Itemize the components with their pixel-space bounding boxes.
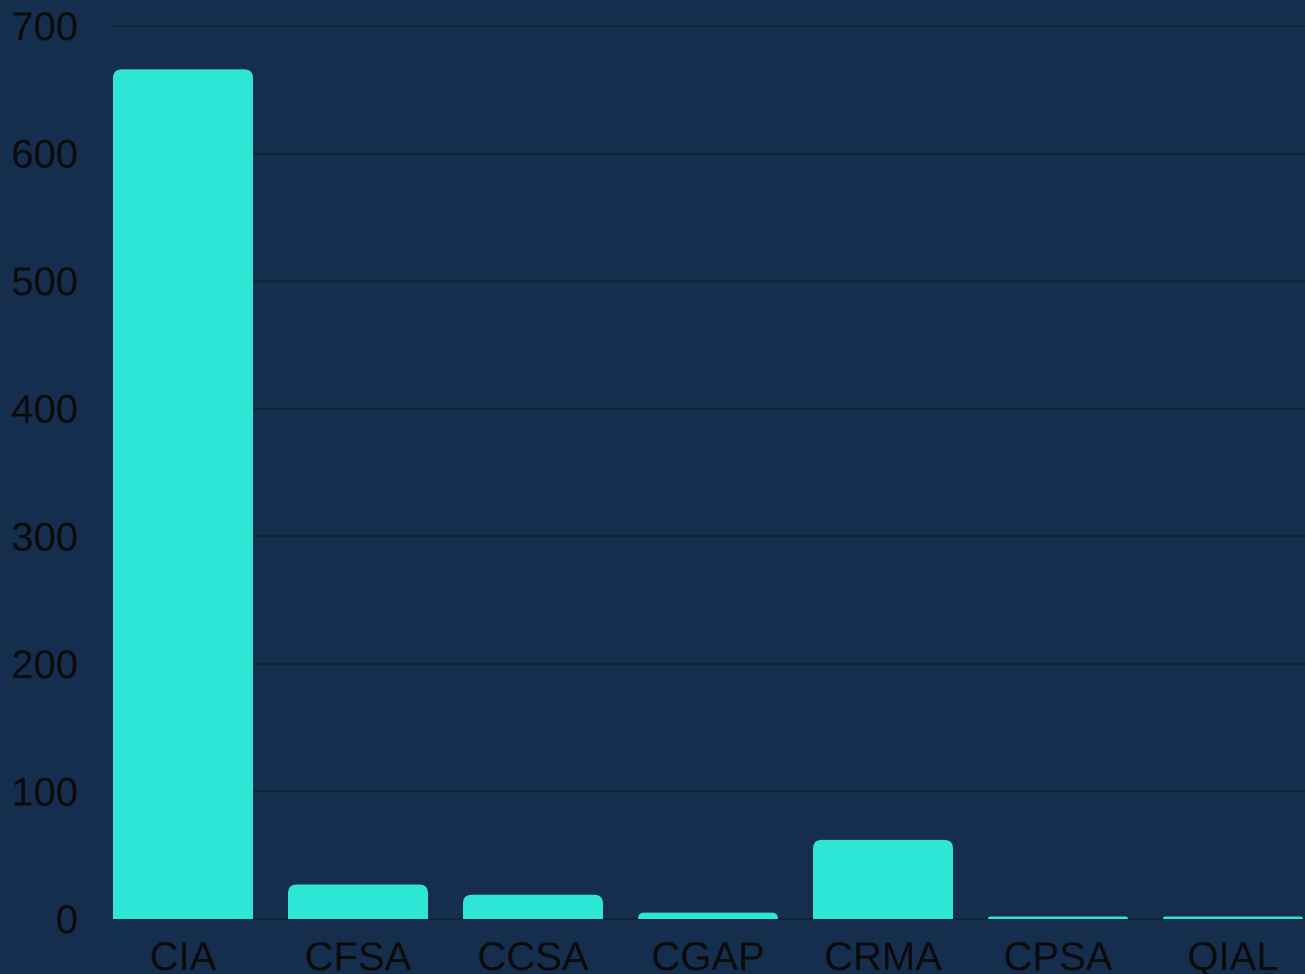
bar-crma bbox=[813, 839, 953, 919]
y-axis-tick-labels: 0 100 200 300 400 500 600 700 bbox=[11, 5, 78, 942]
y-tick-label: 600 bbox=[11, 133, 78, 177]
y-tick-label: 400 bbox=[11, 388, 78, 432]
grid-lines bbox=[113, 25, 1305, 920]
y-tick-label: 200 bbox=[11, 643, 78, 687]
y-tick-label: 0 bbox=[56, 898, 78, 942]
x-tick-label-cfsa: CFSA bbox=[305, 935, 412, 974]
x-tick-label-qial: QIAL bbox=[1187, 935, 1278, 974]
y-tick-label: 500 bbox=[11, 260, 78, 304]
y-tick-label: 300 bbox=[11, 515, 78, 559]
bar-qial bbox=[1163, 916, 1303, 919]
bars bbox=[113, 69, 1303, 920]
x-tick-label-cgap: CGAP bbox=[651, 935, 764, 974]
x-tick-label-crma: CRMA bbox=[824, 935, 942, 974]
bar-cpsa bbox=[988, 916, 1128, 919]
x-tick-label-cpsa: CPSA bbox=[1004, 935, 1113, 974]
bar-cgap bbox=[638, 912, 778, 919]
bar-ccsa bbox=[463, 894, 603, 919]
bar-cfsa bbox=[288, 884, 428, 919]
bar-cia bbox=[113, 69, 253, 920]
x-axis-category-labels: CIA CFSA CCSA CGAP CRMA CPSA QIAL bbox=[150, 935, 1279, 974]
x-tick-label-ccsa: CCSA bbox=[477, 935, 588, 974]
y-tick-label: 100 bbox=[11, 770, 78, 814]
y-tick-label: 700 bbox=[11, 5, 78, 49]
x-tick-label-cia: CIA bbox=[150, 935, 217, 974]
